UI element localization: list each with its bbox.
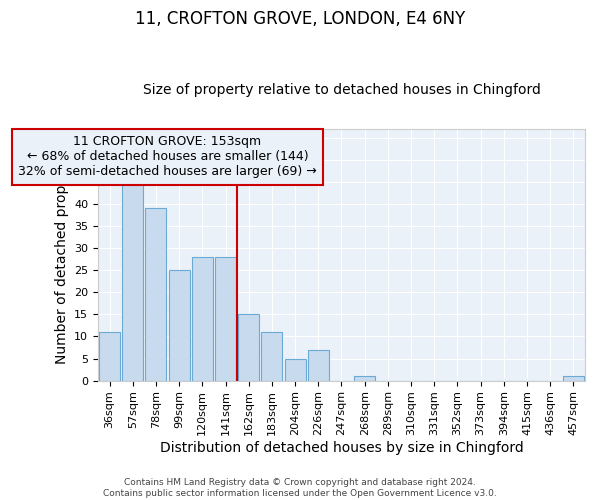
X-axis label: Distribution of detached houses by size in Chingford: Distribution of detached houses by size … (160, 441, 523, 455)
Bar (238, 314, 259, 380)
Bar (563, 376, 584, 380)
Y-axis label: Number of detached properties: Number of detached properties (55, 146, 68, 364)
Title: Size of property relative to detached houses in Chingford: Size of property relative to detached ho… (143, 83, 541, 97)
Text: 11 CROFTON GROVE: 153sqm
← 68% of detached houses are smaller (144)
32% of semi-: 11 CROFTON GROVE: 153sqm ← 68% of detach… (18, 136, 317, 178)
Bar (308, 350, 329, 380)
Bar (192, 257, 213, 380)
Bar (354, 376, 375, 380)
Bar (169, 270, 190, 380)
Text: 11, CROFTON GROVE, LONDON, E4 6NY: 11, CROFTON GROVE, LONDON, E4 6NY (135, 10, 465, 28)
Bar (99, 332, 120, 380)
Bar (145, 208, 166, 380)
Bar (284, 358, 305, 380)
Bar (262, 332, 283, 380)
Bar (215, 257, 236, 380)
Bar (122, 182, 143, 380)
Text: Contains HM Land Registry data © Crown copyright and database right 2024.
Contai: Contains HM Land Registry data © Crown c… (103, 478, 497, 498)
